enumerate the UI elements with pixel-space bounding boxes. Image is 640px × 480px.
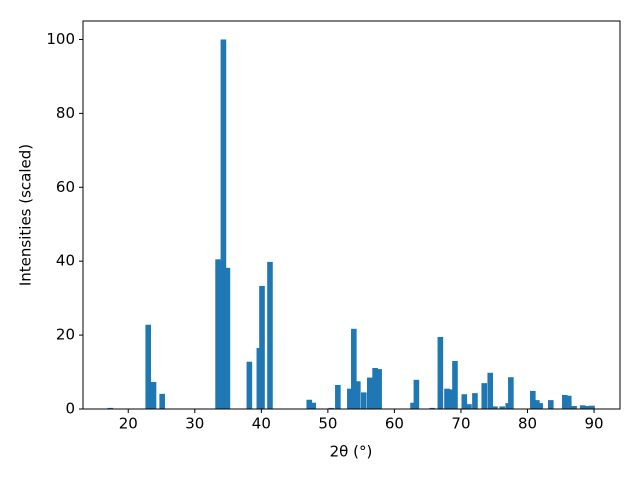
x-tick-label: 50: [318, 415, 337, 433]
bar: [565, 395, 572, 409]
bar: [534, 400, 540, 409]
bar: [267, 261, 273, 409]
x-tick-label: 90: [585, 415, 604, 433]
bar: [585, 406, 591, 409]
bar: [547, 400, 554, 409]
bar: [351, 328, 357, 409]
bar: [410, 402, 416, 409]
bar: [150, 382, 157, 409]
bar: [499, 406, 506, 409]
bar: [306, 399, 313, 409]
bar: [472, 393, 478, 409]
y-tick-label: 60: [56, 178, 75, 196]
bar: [452, 360, 458, 409]
bar: [215, 259, 221, 409]
x-axis-label: 2θ (°): [330, 443, 373, 461]
y-tick-label: 20: [56, 326, 75, 344]
bar: [492, 406, 498, 409]
bar: [429, 407, 436, 409]
x-tick-label: 40: [252, 415, 271, 433]
y-tick-label: 100: [46, 30, 75, 48]
bar: [561, 394, 568, 409]
bar: [537, 403, 543, 409]
bar: [366, 377, 373, 409]
y-tick-label: 40: [56, 252, 75, 270]
x-tick-label: 60: [385, 415, 404, 433]
bar: [487, 372, 494, 409]
bar: [259, 285, 265, 409]
bar: [579, 405, 586, 409]
bar: [571, 406, 577, 409]
bar: [107, 407, 114, 409]
y-tick-label: 80: [56, 104, 75, 122]
bar: [461, 394, 468, 409]
bar: [355, 381, 361, 409]
y-tick-label: 0: [65, 400, 75, 418]
x-tick-label: 80: [518, 415, 537, 433]
bar: [466, 404, 472, 409]
bar: [361, 392, 367, 409]
bar: [589, 405, 595, 409]
bar: [328, 407, 335, 409]
bar: [444, 388, 450, 409]
bar: [413, 379, 420, 409]
bar: [508, 377, 514, 409]
bar: [159, 393, 165, 409]
bar: [335, 384, 341, 409]
bar: [145, 324, 152, 409]
bar: [372, 367, 378, 409]
plot-frame: [82, 20, 621, 410]
x-tick-label: 30: [185, 415, 204, 433]
bar: [448, 389, 454, 409]
bar: [530, 390, 536, 409]
bar: [481, 383, 488, 409]
bar: [437, 336, 444, 409]
x-tick-label: 20: [119, 415, 138, 433]
bar: [220, 39, 227, 409]
bar: [347, 388, 353, 409]
bar: [246, 361, 253, 409]
bar: [376, 369, 382, 409]
bar: [310, 402, 317, 409]
bar: [224, 267, 231, 409]
y-axis-label: Intensities (scaled): [17, 144, 35, 286]
x-tick-label: 70: [451, 415, 470, 433]
